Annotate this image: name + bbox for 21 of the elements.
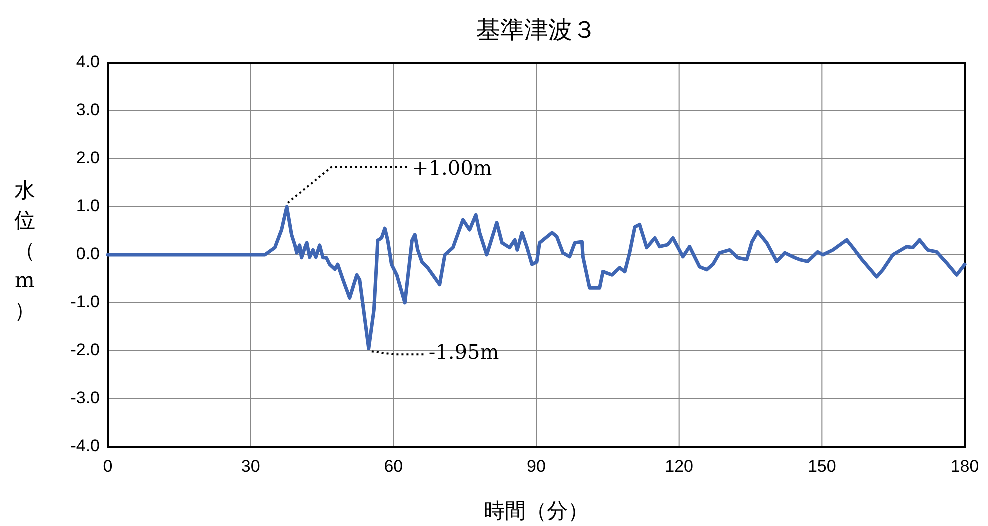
y-tick-label: 0.0 (76, 244, 100, 264)
annotation: -1.95m (428, 340, 500, 364)
y-tick-label: 4.0 (76, 52, 100, 72)
x-tick-label: 30 (241, 457, 260, 476)
y-tick-label: -2.0 (70, 340, 100, 360)
x-axis-title: 時間（分） (484, 499, 589, 523)
x-tick-label: 180 (950, 457, 980, 476)
y-tick-label: -4.0 (70, 436, 100, 456)
y-tick-label: 2.0 (76, 148, 100, 168)
x-tick-label: 150 (808, 457, 836, 476)
y-tick-label: -3.0 (70, 388, 100, 408)
annotation: +1.00m (412, 156, 492, 180)
y-tick-label: -1.0 (70, 292, 100, 312)
x-tick-label: 0 (103, 457, 113, 476)
x-tick-label: 60 (384, 457, 404, 476)
x-tick-label: 120 (665, 457, 694, 476)
y-tick-label: 3.0 (76, 100, 100, 120)
chart-title: 基準津波３ (476, 16, 596, 44)
x-tick-label: 90 (527, 457, 546, 476)
y-tick-label: 1.0 (76, 196, 100, 216)
y-axis-title: 水位（m） (14, 178, 36, 322)
